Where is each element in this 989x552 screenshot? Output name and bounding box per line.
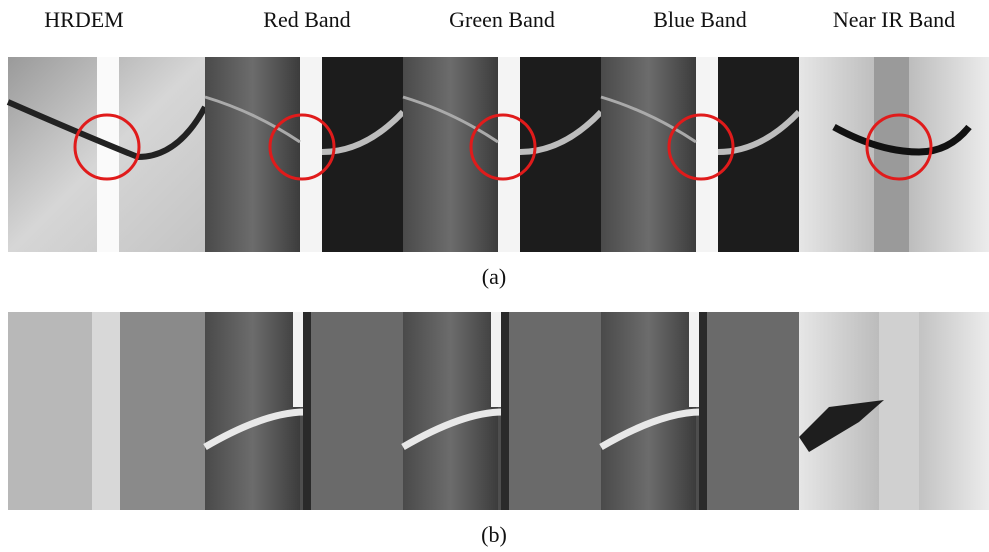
- left-field: [205, 57, 300, 252]
- image-panel: [601, 312, 799, 510]
- left-field: [601, 57, 696, 252]
- image-panel: [799, 57, 989, 252]
- right-field: [706, 312, 799, 510]
- road-stripe: [696, 57, 718, 252]
- road-stripe: [491, 312, 501, 407]
- image-panel: [403, 57, 601, 252]
- column-header: Green Band: [449, 7, 555, 32]
- right-field: [310, 312, 403, 510]
- image-panel: [601, 57, 799, 252]
- image-panel: [799, 312, 989, 510]
- gap: [501, 312, 509, 510]
- column-header: Blue Band: [653, 7, 747, 32]
- road-stripe: [689, 312, 699, 407]
- column-headers: HRDEM Red Band Green Band Blue Band Near IR …: [44, 7, 955, 32]
- column-header: Red Band: [263, 7, 350, 32]
- image-panel: [403, 312, 601, 510]
- road-stripe: [92, 312, 120, 510]
- gap: [699, 312, 707, 510]
- caption: (b): [481, 522, 507, 547]
- column-header: Near IR Band: [833, 7, 955, 32]
- road-stripe: [97, 57, 119, 252]
- gap: [303, 312, 311, 510]
- column-header: HRDEM: [44, 7, 123, 32]
- road-band: [879, 312, 919, 510]
- caption: (a): [482, 264, 506, 289]
- image-panel: [8, 57, 205, 252]
- right-field: [508, 312, 601, 510]
- road-stripe: [300, 57, 322, 252]
- image-panel: [205, 57, 403, 252]
- image-panel: [205, 312, 403, 510]
- figure: HRDEM Red Band Green Band Blue Band Near IR …: [0, 0, 989, 552]
- road-stripe: [498, 57, 520, 252]
- road-stripe: [293, 312, 303, 407]
- image-panel: [8, 312, 205, 510]
- dark-field: [120, 312, 205, 510]
- left-field: [403, 57, 498, 252]
